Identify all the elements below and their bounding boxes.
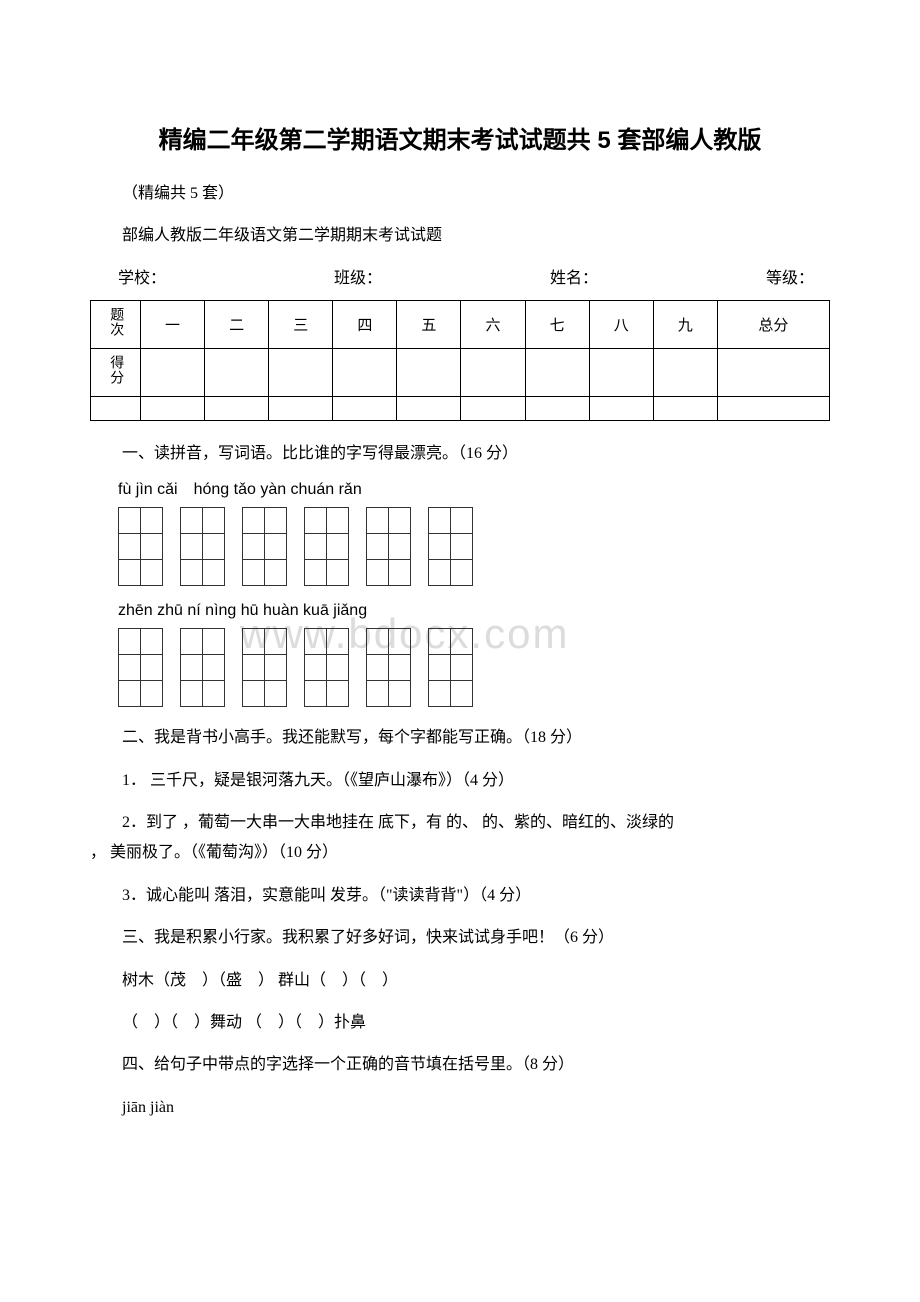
name-label: 姓名： bbox=[550, 264, 598, 288]
page-title: 精编二年级第二学期语文期末考试试题共 5 套部编人教版 bbox=[90, 120, 830, 155]
col-header: 二 bbox=[205, 300, 269, 348]
grade-label: 等级： bbox=[766, 264, 814, 288]
student-info-row: 学校： 班级： 姓名： 等级： bbox=[90, 264, 830, 288]
writing-grid-1 bbox=[118, 507, 473, 586]
question-1: 一、读拼音，写词语。比比谁的字写得最漂亮。（16 分） bbox=[90, 439, 830, 469]
school-label: 学校： bbox=[118, 264, 166, 288]
row-label: 题次 bbox=[108, 307, 123, 337]
table-row: 得分 bbox=[91, 348, 830, 396]
table-row bbox=[91, 396, 830, 420]
question-2: 二、我是背书小高手。我还能默写，每个字都能写正确。（18 分） bbox=[90, 723, 830, 753]
question-2-3: 3．诚心能叫 落泪，实意能叫 发芽。（"读读背背"）（4 分） bbox=[90, 881, 830, 911]
col-header: 七 bbox=[525, 300, 589, 348]
question-3-1: 树木（茂 ）（盛 ） 群山（ ）（ ） bbox=[90, 966, 830, 996]
subtitle-2: 部编人教版二年级语文第二学期期末考试试题 bbox=[90, 221, 830, 251]
question-4: 四、给句子中带点的字选择一个正确的音节填在括号里。（8 分） bbox=[90, 1050, 830, 1080]
pinyin-line-2: zhēn zhū ní nìng hū huàn kuā jiǎng bbox=[118, 602, 830, 620]
question-4-1: jiān jiàn bbox=[90, 1093, 830, 1123]
row-label: 得分 bbox=[108, 355, 123, 385]
question-3-2: （ ）（ ）舞动 （ ）（ ）扑鼻 bbox=[90, 1008, 830, 1038]
col-header: 三 bbox=[269, 300, 333, 348]
question-2-2a: 2．到了 ，葡萄一大串一大串地挂在 底下，有 的、 的、紫的、暗红的、淡绿的 bbox=[90, 808, 830, 838]
subtitle-1: （精编共 5 套） bbox=[90, 179, 830, 209]
table-row: 题次 一 二 三 四 五 六 七 八 九 总分 bbox=[91, 300, 830, 348]
pinyin-line-1: fù jìn cǎi hóng tǎo yàn chuán rǎn bbox=[118, 481, 830, 499]
col-header: 一 bbox=[141, 300, 205, 348]
document-content: 精编二年级第二学期语文期末考试试题共 5 套部编人教版 （精编共 5 套） 部编… bbox=[90, 120, 830, 1123]
score-table: 题次 一 二 三 四 五 六 七 八 九 总分 得分 bbox=[90, 300, 830, 421]
question-3: 三、我是积累小行家。我积累了好多好词，快来试试身手吧！（6 分） bbox=[90, 923, 830, 953]
col-header: 总分 bbox=[717, 300, 829, 348]
col-header: 四 bbox=[333, 300, 397, 348]
question-2-2b: ， 美丽极了。（《葡萄沟》）（10 分） bbox=[90, 838, 830, 868]
question-2-1: 1． 三千尺，疑是银河落九天。（《望庐山瀑布》）（4 分） bbox=[90, 766, 830, 796]
col-header: 九 bbox=[653, 300, 717, 348]
class-label: 班级： bbox=[334, 264, 382, 288]
col-header: 五 bbox=[397, 300, 461, 348]
writing-grid-2 bbox=[118, 628, 473, 707]
col-header: 八 bbox=[589, 300, 653, 348]
col-header: 六 bbox=[461, 300, 525, 348]
